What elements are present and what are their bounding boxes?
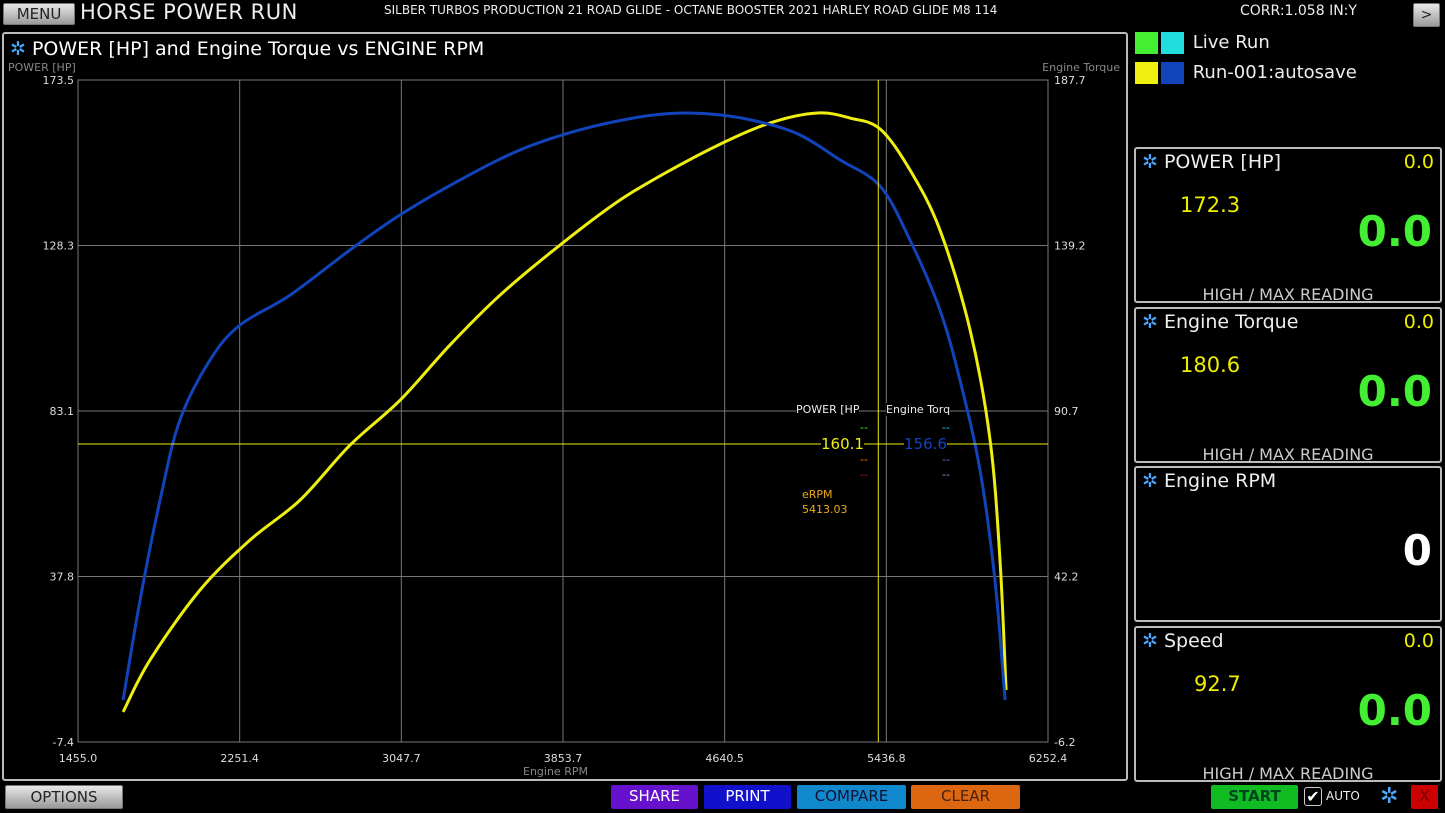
x-tick-label: 3047.7 — [382, 752, 421, 765]
gauge-title-text: Speed — [1163, 630, 1224, 652]
y2-tick-label: 187.7 — [1054, 74, 1086, 87]
gauge-current: 0.0 — [1403, 151, 1434, 173]
gauge-footer: HIGH / MAX READING — [1202, 285, 1374, 304]
gauge-title: ✲ Engine Torque — [1142, 311, 1298, 333]
y2-axis-label: Engine Torque — [1042, 61, 1120, 74]
gauge-rpm[interactable]: ✲ Engine RPM 0 — [1134, 466, 1442, 622]
legend-label: Run-001:autosave — [1192, 62, 1357, 83]
gauge-high: 180.6 — [1180, 353, 1241, 377]
y-tick-label: 173.5 — [43, 74, 75, 87]
y2-tick-label: 42.2 — [1054, 571, 1079, 584]
x-tick-label: 3853.7 — [544, 752, 583, 765]
gauge-value: 0.0 — [1357, 686, 1432, 735]
chart-title-row: ✲ POWER [HP] and Engine Torque vs ENGINE… — [10, 38, 484, 60]
chart-title: POWER [HP] and Engine Torque vs ENGINE R… — [31, 38, 485, 60]
legend-label: Live Run — [1192, 32, 1270, 53]
legend-run-001[interactable]: Run-001:autosave — [1135, 62, 1357, 84]
gauge-torque[interactable]: ✲ Engine Torque 0.0 180.6 0.0 HIGH / MAX… — [1134, 307, 1442, 464]
y-tick-label: 83.1 — [50, 405, 75, 418]
options-button[interactable]: OPTIONS — [5, 785, 123, 809]
menu-button[interactable]: MENU — [3, 3, 75, 25]
plot-area[interactable]: 1455.0 2251.4 3047.7 3853.7 4640.5 5436.8 6252… — [0, 0, 1130, 780]
start-button[interactable]: START — [1211, 785, 1298, 809]
gauge-title-text: Engine RPM — [1163, 470, 1277, 492]
swatch — [1161, 32, 1184, 54]
swatch — [1135, 62, 1158, 84]
auto-label: AUTO — [1326, 789, 1360, 803]
gear-icon[interactable]: ✲ — [1142, 470, 1158, 492]
y-tick-label: -7.4 — [53, 736, 74, 749]
y-tick-label: 128.3 — [43, 240, 75, 253]
gauge-high: 92.7 — [1194, 672, 1241, 696]
cursor-placeholder: -- — [860, 468, 868, 481]
cursor-power-value: 160.1 — [821, 435, 864, 453]
next-button[interactable]: > — [1413, 3, 1440, 27]
cursor-rpm-label: eRPM — [802, 488, 833, 501]
gauge-value: 0.0 — [1357, 367, 1432, 416]
gauge-power[interactable]: ✲ POWER [HP] 0.0 172.3 0.0 HIGH / MAX RE… — [1134, 147, 1442, 304]
gauge-value: 0 — [1402, 526, 1432, 575]
chart-panel — [2, 32, 1128, 781]
y2-tick-label: -6.2 — [1054, 736, 1075, 749]
series-line-power-hp- — [121, 111, 1008, 713]
y-tick-label: 37.8 — [50, 571, 75, 584]
swatch — [1161, 62, 1184, 84]
correction-readout: CORR:1.058 IN:Y — [1240, 3, 1357, 19]
cursor-torque-value: 156.6 — [904, 435, 947, 453]
gear-icon[interactable]: ✲ — [1142, 630, 1158, 652]
gauge-high: 172.3 — [1180, 193, 1241, 217]
gauge-footer: HIGH / MAX READING — [1202, 445, 1374, 464]
auto-checkbox[interactable]: ✔ — [1304, 787, 1322, 806]
gear-icon[interactable]: ✲ — [1142, 151, 1158, 173]
gauge-current: 0.0 — [1403, 630, 1434, 652]
gauge-title-text: Engine Torque — [1163, 311, 1299, 333]
clear-button[interactable]: CLEAR — [911, 785, 1020, 809]
compare-button[interactable]: COMPARE — [797, 785, 906, 809]
legend-live-run[interactable]: Live Run — [1135, 32, 1270, 54]
cursor-placeholder: -- — [942, 468, 950, 481]
print-button[interactable]: PRINT — [704, 785, 791, 809]
settings-gear-icon[interactable]: ✲ — [1380, 784, 1399, 809]
gauge-footer: HIGH / MAX READING — [1202, 764, 1374, 783]
series-line-engine-torque — [121, 111, 1007, 701]
cursor-live-power: -- — [860, 421, 868, 434]
gauge-title: ✲ Engine RPM — [1142, 470, 1276, 492]
gauge-title: ✲ Speed — [1142, 630, 1224, 652]
app-title: HORSE POWER RUN — [80, 0, 298, 24]
cursor-placeholder: -- — [942, 453, 950, 466]
gauge-title: ✲ POWER [HP] — [1142, 151, 1281, 173]
x-tick-label: 5436.8 — [867, 752, 906, 765]
x-tick-label: 2251.4 — [220, 752, 259, 765]
x-tick-label: 4640.5 — [705, 752, 744, 765]
share-button[interactable]: SHARE — [611, 785, 698, 809]
y2-tick-label: 139.2 — [1054, 240, 1086, 253]
y-axis-label: POWER [HP] — [8, 61, 76, 74]
gauge-speed[interactable]: ✲ Speed 0.0 92.7 0.0 HIGH / MAX READING — [1134, 626, 1442, 783]
cursor-rpm-value: 5413.03 — [802, 503, 848, 516]
cursor-live-torque: -- — [942, 421, 950, 434]
y2-tick-label: 90.7 — [1054, 405, 1079, 418]
cursor-col2-header: Engine Torq — [886, 403, 951, 416]
gear-icon[interactable]: ✲ — [1142, 311, 1158, 333]
gauge-value: 0.0 — [1357, 207, 1432, 256]
x-axis-label: Engine RPM — [523, 765, 588, 778]
x-tick-label: 1455.0 — [59, 752, 98, 765]
swatch — [1135, 32, 1158, 54]
x-tick-label: 6252.4 — [1029, 752, 1068, 765]
gear-icon[interactable]: ✲ — [10, 38, 26, 60]
run-description: SILBER TURBOS PRODUCTION 21 ROAD GLIDE -… — [384, 3, 998, 17]
gauge-title-text: POWER [HP] — [1163, 151, 1281, 173]
cursor-col1-header: POWER [HP — [796, 403, 860, 416]
gauge-current: 0.0 — [1403, 311, 1434, 333]
cursor-placeholder: -- — [860, 453, 868, 466]
close-button[interactable]: X — [1411, 785, 1438, 809]
